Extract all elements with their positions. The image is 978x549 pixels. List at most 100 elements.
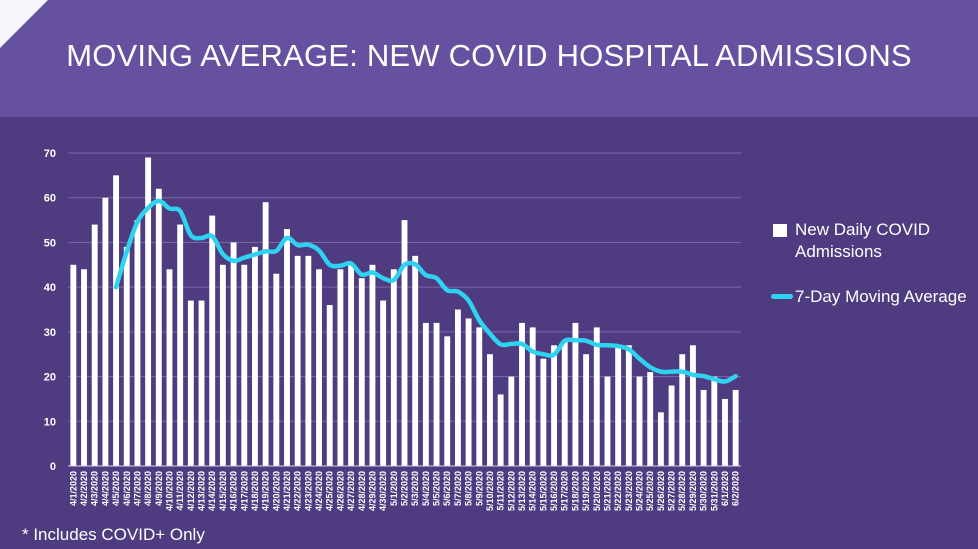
bar <box>711 377 717 466</box>
bar <box>70 265 76 466</box>
x-tick-label: 5/10/2020 <box>485 471 495 511</box>
bar <box>551 345 557 466</box>
bar <box>113 175 119 466</box>
y-tick-label: 70 <box>44 148 56 160</box>
bar <box>134 220 140 466</box>
legend-swatch-bar <box>773 224 787 237</box>
x-tick-label: 4/28/2020 <box>357 471 367 511</box>
bar <box>690 345 696 466</box>
x-tick-label: 4/25/2020 <box>325 471 335 511</box>
x-tick-label: 5/24/2020 <box>635 471 645 511</box>
x-tick-label: 5/2/2020 <box>400 471 410 506</box>
bar <box>380 301 386 466</box>
x-tick-label: 5/6/2020 <box>442 471 452 506</box>
x-tick-label: 4/15/2020 <box>218 471 228 511</box>
x-tick-label: 4/4/2020 <box>100 471 110 506</box>
y-tick-label: 0 <box>50 461 56 473</box>
x-tick-label: 4/19/2020 <box>261 471 271 511</box>
bar <box>263 202 269 466</box>
y-tick-label: 50 <box>44 237 56 249</box>
x-tick-label: 5/11/2020 <box>496 471 506 511</box>
bar <box>167 269 173 466</box>
bar <box>284 229 290 466</box>
x-tick-label: 4/1/2020 <box>68 471 78 506</box>
x-tick-label: 4/30/2020 <box>378 471 388 511</box>
bar <box>220 265 226 466</box>
x-tick-label: 5/14/2020 <box>528 471 538 511</box>
bar <box>701 390 707 466</box>
y-tick-label: 30 <box>44 327 56 339</box>
bar <box>733 390 739 466</box>
x-tick-label: 5/19/2020 <box>581 471 591 511</box>
legend-swatch-line <box>771 294 793 299</box>
x-tick-label: 5/27/2020 <box>667 471 677 511</box>
bar <box>156 189 162 466</box>
bar <box>252 247 258 466</box>
x-tick-label: 4/26/2020 <box>335 471 345 511</box>
x-tick-label: 4/14/2020 <box>207 471 217 511</box>
bar <box>476 327 482 466</box>
x-tick-label: 5/5/2020 <box>432 471 442 506</box>
chart: 0 10 20 30 40 50 60 70 4/1/2020 4/2/2020 4/3/2020… <box>0 117 978 537</box>
bar <box>594 327 600 466</box>
x-tick-label: 5/26/2020 <box>656 471 666 511</box>
legend-label-bars: New Daily COVID Admissions <box>773 219 975 263</box>
bar <box>391 269 397 466</box>
bar <box>359 278 365 466</box>
x-tick-label: 5/4/2020 <box>421 471 431 506</box>
bar <box>412 256 418 466</box>
x-tick-label: 6/1/2020 <box>720 471 730 506</box>
x-tick-label: 4/20/2020 <box>271 471 281 511</box>
x-tick-label: 5/16/2020 <box>549 471 559 511</box>
bar <box>295 256 301 466</box>
x-tick-label: 5/29/2020 <box>688 471 698 511</box>
bar <box>626 345 632 466</box>
x-tick-label: 5/12/2020 <box>506 471 516 511</box>
x-tick-label: 5/30/2020 <box>699 471 709 511</box>
bar <box>669 386 675 466</box>
x-tick-label: 4/2/2020 <box>79 471 89 506</box>
bar <box>81 269 87 466</box>
bar <box>188 301 194 466</box>
x-tick-label: 5/22/2020 <box>613 471 623 511</box>
x-tick-label: 5/21/2020 <box>602 471 612 511</box>
y-tick-label: 60 <box>44 193 56 205</box>
bar <box>498 394 504 466</box>
bar <box>455 310 461 467</box>
x-tick-label: 5/25/2020 <box>645 471 655 511</box>
x-tick-label: 4/23/2020 <box>303 471 313 511</box>
footnote: * Includes COVID+ Only <box>22 525 205 545</box>
x-tick-label: 4/8/2020 <box>143 471 153 506</box>
bar <box>273 274 279 466</box>
x-tick-label: 5/7/2020 <box>453 471 463 506</box>
bar <box>562 341 568 466</box>
x-tick-label: 4/18/2020 <box>250 471 260 511</box>
x-tick-label: 5/8/2020 <box>464 471 474 506</box>
y-tick-label: 10 <box>44 416 56 428</box>
bar <box>209 216 215 466</box>
bar <box>466 318 472 466</box>
bar <box>508 377 514 466</box>
x-tick-label: 4/6/2020 <box>122 471 132 506</box>
x-tick-label: 4/29/2020 <box>367 471 377 511</box>
x-tick-label: 4/12/2020 <box>186 471 196 511</box>
x-tick-label: 4/27/2020 <box>346 471 356 511</box>
bar <box>402 220 408 466</box>
bar <box>583 354 589 466</box>
bar <box>423 323 429 466</box>
x-tick-label: 4/9/2020 <box>154 471 164 506</box>
bar <box>444 336 450 466</box>
bar <box>231 242 237 466</box>
x-tick-label: 5/18/2020 <box>570 471 580 511</box>
x-tick-label: 4/24/2020 <box>314 471 324 511</box>
bar-series <box>70 157 738 466</box>
x-tick-label: 4/10/2020 <box>164 471 174 511</box>
x-tick-label: 4/11/2020 <box>175 471 185 511</box>
x-tick-label: 4/16/2020 <box>229 471 239 511</box>
bar <box>92 225 98 466</box>
x-tick-label: 5/20/2020 <box>592 471 602 511</box>
x-tick-label: 4/5/2020 <box>111 471 121 506</box>
legend-label-line: 7-Day Moving Average <box>773 286 975 308</box>
y-tick-label: 20 <box>44 372 56 384</box>
x-tick-label: 5/1/2020 <box>389 471 399 506</box>
